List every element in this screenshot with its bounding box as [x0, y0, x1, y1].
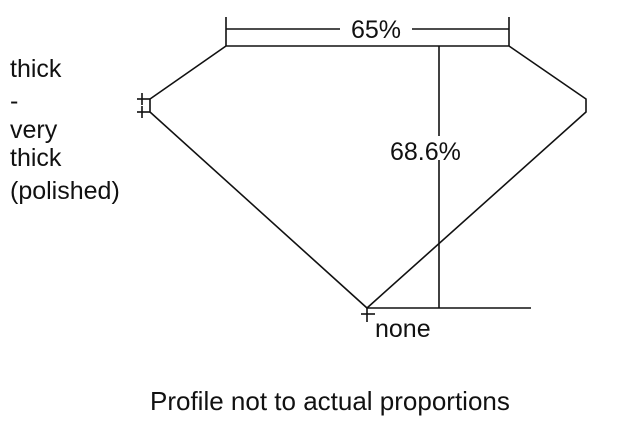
girdle-label: thick - very thick (polished): [10, 55, 120, 205]
culet-label: none: [375, 315, 431, 343]
culet-marker: [361, 307, 375, 322]
girdle-label-line: very: [10, 116, 58, 144]
gem-outline: [149, 45, 587, 310]
girdle-label-line: thick: [10, 144, 62, 172]
caption: Profile not to actual proportions: [150, 386, 510, 416]
table-percent-label: 65%: [351, 16, 401, 44]
girdle-label-line: (polished): [10, 177, 120, 205]
depth-percent-label: 68.6%: [390, 138, 461, 166]
girdle-label-line: thick: [10, 55, 62, 83]
girdle-label-line: -: [10, 87, 18, 115]
girdle-marker: [137, 93, 150, 118]
